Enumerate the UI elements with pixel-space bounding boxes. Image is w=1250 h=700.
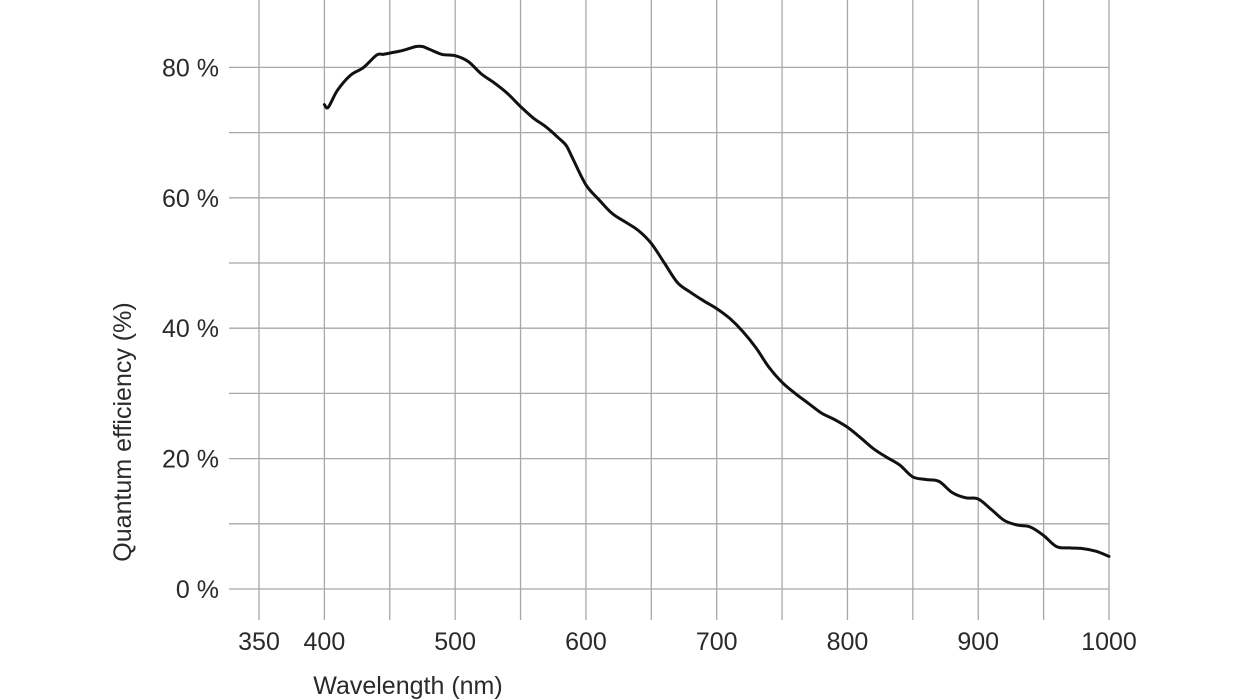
y-tick-label: 0 % [176, 576, 219, 604]
x-tick-label: 600 [565, 628, 607, 656]
x-tick-label: 400 [304, 628, 346, 656]
y-tick-label: 20 % [162, 446, 219, 474]
x-tick-label: 500 [434, 628, 476, 656]
x-tick-label: 350 [238, 628, 280, 656]
x-tick-label: 800 [827, 628, 869, 656]
x-tick-label: 900 [957, 628, 999, 656]
grid [229, 0, 1110, 620]
y-tick-label: 80 % [162, 54, 219, 82]
quantum-efficiency-curve [322, 44, 1111, 558]
y-tick-label: 40 % [162, 315, 219, 343]
x-axis-label: Wavelength (nm) [313, 672, 502, 700]
y-tick-label: 60 % [162, 185, 219, 213]
y-axis-label: Quantum efficiency (%) [109, 302, 137, 561]
x-tick-label: 700 [696, 628, 738, 656]
x-tick-label: 1000 [1081, 628, 1137, 656]
y-axis-tick-labels: 0 % 20 % 40 % 60 % 80 % [162, 54, 219, 604]
x-axis-tick-labels: 350 400 500 600 700 800 900 1000 [238, 628, 1137, 656]
